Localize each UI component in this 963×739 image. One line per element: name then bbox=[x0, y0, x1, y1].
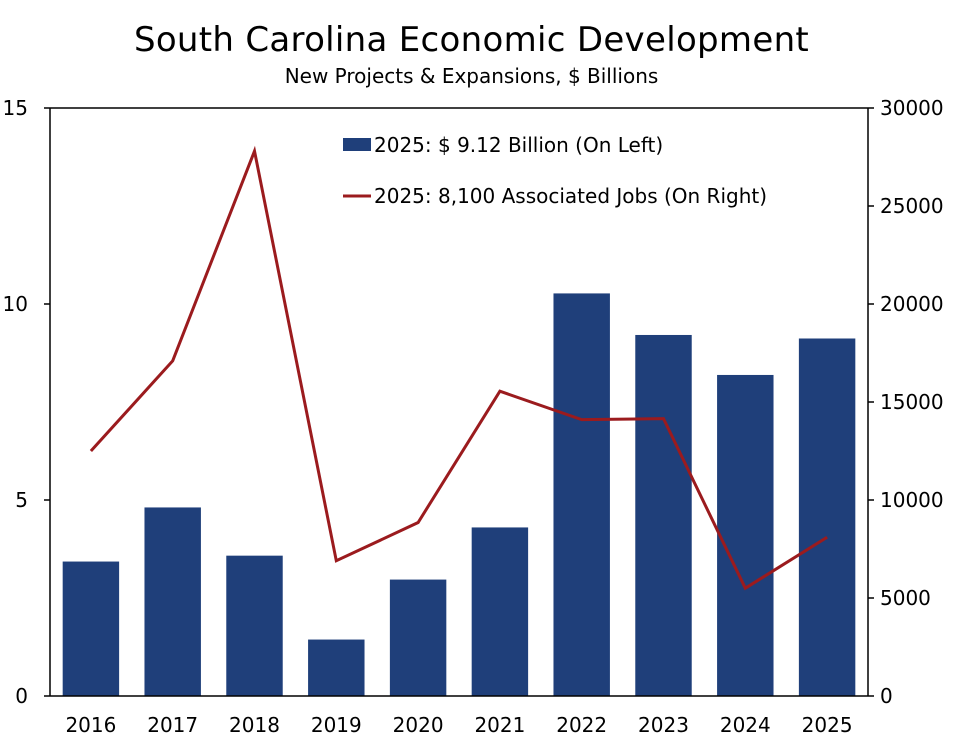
bar-2024 bbox=[717, 374, 774, 696]
bar-2018 bbox=[226, 555, 283, 696]
x-tick-label: 2023 bbox=[638, 713, 689, 737]
bar-2016 bbox=[62, 561, 120, 696]
right-tick-label: 10000 bbox=[880, 488, 944, 512]
left-tick-label: 0 bbox=[15, 684, 28, 708]
chart-subtitle: New Projects & Expansions, $ Billions bbox=[284, 64, 659, 88]
legend-bar-label: 2025: $ 9.12 Billion (On Left) bbox=[374, 133, 663, 157]
right-tick-label: 0 bbox=[880, 684, 893, 708]
line-series bbox=[89, 145, 828, 591]
left-axis: 0 5 10 15 bbox=[3, 96, 50, 708]
x-tick-label: 2022 bbox=[556, 713, 607, 737]
right-tick-label: 5000 bbox=[880, 586, 931, 610]
x-tick-label: 2025 bbox=[802, 713, 853, 737]
legend-line-label: 2025: 8,100 Associated Jobs (On Right) bbox=[374, 184, 767, 208]
left-tick-label: 15 bbox=[3, 96, 28, 120]
x-tick-label: 2016 bbox=[65, 713, 116, 737]
x-tick-label: 2019 bbox=[311, 713, 362, 737]
x-tick-label: 2017 bbox=[147, 713, 198, 737]
bar-2021 bbox=[471, 527, 529, 696]
x-tick-label: 2021 bbox=[474, 713, 525, 737]
x-tick-label: 2024 bbox=[720, 713, 771, 737]
right-tick-label: 20000 bbox=[880, 292, 944, 316]
right-axis: 0 5000 10000 15000 20000 25000 30000 bbox=[868, 96, 944, 708]
right-tick-label: 30000 bbox=[880, 96, 944, 120]
chart-title: South Carolina Economic Development bbox=[133, 20, 810, 60]
right-tick-label: 15000 bbox=[880, 390, 944, 414]
jobs-line bbox=[89, 145, 828, 591]
bar-2019 bbox=[308, 639, 365, 696]
left-tick-label: 10 bbox=[3, 292, 28, 316]
legend: 2025: $ 9.12 Billion (On Left) 2025: 8,10… bbox=[343, 133, 767, 208]
bar-2022 bbox=[553, 293, 610, 696]
right-tick-label: 25000 bbox=[880, 194, 944, 218]
x-axis: 2016 2017 2018 2019 2020 2021 2022 2023 2024 2025 bbox=[65, 713, 852, 737]
bar-2017 bbox=[144, 507, 201, 696]
x-tick-label: 2020 bbox=[393, 713, 444, 737]
left-tick-label: 5 bbox=[15, 488, 28, 512]
bar-series bbox=[62, 293, 856, 696]
legend-bar-swatch bbox=[343, 138, 371, 151]
bar-2023 bbox=[635, 334, 692, 696]
x-tick-label: 2018 bbox=[229, 713, 280, 737]
bar-2020 bbox=[389, 579, 447, 696]
bar-2025 bbox=[798, 338, 856, 696]
